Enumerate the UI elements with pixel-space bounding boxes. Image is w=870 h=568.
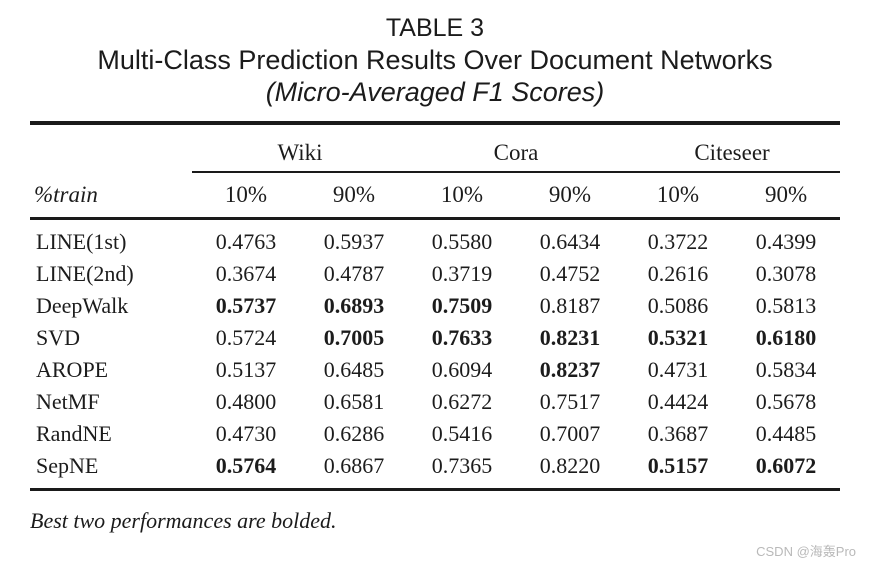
group-label: Citeseer (624, 140, 841, 173)
score-cell: 0.7633 (431, 325, 493, 350)
score-cell: 0.5416 (431, 421, 493, 446)
score-cell: 0.5321 (647, 325, 709, 350)
table-row: LINE(2nd) 0.3674 0.4787 0.3719 0.4752 0.2616 0… (30, 258, 840, 290)
table-caption: TABLE 3 Multi-Class Prediction Results O… (0, 12, 870, 108)
subheader-row: %train 10% 90% 10% 90% 10% 90% (30, 173, 841, 220)
table-title: Multi-Class Prediction Results Over Docu… (97, 45, 773, 75)
table-footnote: Best two performances are bolded. (30, 508, 337, 533)
score-cell: 0.5580 (431, 229, 493, 254)
table-row: LINE(1st) 0.4763 0.5937 0.5580 0.6434 0.3722 0… (30, 219, 840, 259)
table-row: RandNE 0.4730 0.6286 0.5416 0.7007 0.3687 0.44… (30, 418, 840, 450)
score-cell: 0.4399 (755, 229, 817, 254)
score-cell: 0.4800 (215, 389, 277, 414)
group-header-row: Wiki Cora Citeseer (30, 123, 841, 173)
score-cell: 0.6581 (323, 389, 385, 414)
method-name: LINE(2nd) (36, 261, 134, 286)
score-cell: 0.5086 (647, 293, 709, 318)
score-cell: 0.2616 (647, 261, 709, 286)
score-cell: 0.5157 (647, 453, 709, 478)
table-header: Wiki Cora Citeseer %train 10% 90% 10% 90… (30, 123, 841, 220)
train-ratio-label: %train (30, 173, 192, 220)
group-header-citeseer: Citeseer (624, 123, 841, 173)
score-cell: 0.6180 (755, 325, 817, 350)
table-row: SepNE 0.5764 0.6867 0.7365 0.8220 0.5157 0.607… (30, 450, 840, 490)
group-label: Wiki (192, 140, 409, 173)
score-cell: 0.8237 (539, 357, 601, 382)
score-cell: 0.3674 (215, 261, 277, 286)
table-row: NetMF 0.4800 0.6581 0.6272 0.7517 0.4424 0.567… (30, 386, 840, 418)
score-cell: 0.6094 (431, 357, 493, 382)
score-cell: 0.8231 (539, 325, 601, 350)
score-cell: 0.6286 (323, 421, 385, 446)
score-cell: 0.7517 (539, 389, 601, 414)
score-cell: 0.4485 (755, 421, 817, 446)
table-subtitle: (Micro-Averaged F1 Scores) (265, 77, 605, 107)
subheader-cell: 10% (624, 173, 733, 220)
score-cell: 0.6272 (431, 389, 493, 414)
score-cell: 0.3719 (431, 261, 493, 286)
score-cell: 0.6072 (755, 453, 817, 478)
score-cell: 0.7005 (323, 325, 385, 350)
score-cell: 0.3687 (647, 421, 709, 446)
score-cell: 0.7007 (539, 421, 601, 446)
method-name: LINE(1st) (36, 229, 127, 254)
score-cell: 0.4731 (647, 357, 709, 382)
group-header-wiki: Wiki (192, 123, 409, 173)
score-cell: 0.8220 (539, 453, 601, 478)
score-cell: 0.5737 (215, 293, 277, 318)
score-cell: 0.5137 (215, 357, 277, 382)
method-name: AROPE (36, 357, 109, 382)
corner-cell (30, 123, 192, 173)
score-cell: 0.6867 (323, 453, 385, 478)
table-row: SVD 0.5724 0.7005 0.7633 0.8231 0.5321 0.6180 (30, 322, 840, 354)
score-cell: 0.8187 (539, 293, 601, 318)
score-cell: 0.6434 (539, 229, 601, 254)
score-cell: 0.7365 (431, 453, 493, 478)
score-cell: 0.4424 (647, 389, 709, 414)
group-label: Cora (408, 140, 625, 173)
method-name: RandNE (36, 421, 112, 446)
score-cell: 0.5813 (755, 293, 817, 318)
score-cell: 0.6485 (323, 357, 385, 382)
score-cell: 0.5937 (323, 229, 385, 254)
score-cell: 0.5764 (215, 453, 277, 478)
score-cell: 0.4787 (323, 261, 385, 286)
score-cell: 0.5724 (215, 325, 277, 350)
subheader-cell: 90% (516, 173, 625, 220)
subheader-cell: 10% (408, 173, 517, 220)
subheader-cell: 90% (732, 173, 841, 220)
method-name: SepNE (36, 453, 99, 478)
score-cell: 0.4730 (215, 421, 277, 446)
results-table: Wiki Cora Citeseer %train 10% 90% 10% 90… (30, 121, 841, 491)
score-cell: 0.6893 (323, 293, 385, 318)
subheader-cell: 10% (192, 173, 300, 220)
method-name: SVD (36, 325, 81, 350)
score-cell: 0.7509 (431, 293, 493, 318)
table-row: AROPE 0.5137 0.6485 0.6094 0.8237 0.4731 0.583… (30, 354, 840, 386)
group-header-cora: Cora (408, 123, 625, 173)
subheader-cell: 90% (300, 173, 409, 220)
csdn-watermark: CSDN @海轰Pro (756, 544, 856, 559)
table-number: TABLE 3 (385, 14, 485, 42)
score-cell: 0.3078 (755, 261, 817, 286)
score-cell: 0.3722 (647, 229, 709, 254)
table-body: LINE(1st) 0.4763 0.5937 0.5580 0.6434 0.3722 0… (30, 219, 840, 490)
score-cell: 0.5678 (755, 389, 817, 414)
method-name: DeepWalk (36, 293, 129, 318)
score-cell: 0.5834 (755, 357, 817, 382)
score-cell: 0.4752 (539, 261, 601, 286)
score-cell: 0.4763 (215, 229, 277, 254)
method-name: NetMF (36, 389, 100, 414)
table-row: DeepWalk 0.5737 0.6893 0.7509 0.8187 0.5086 0.… (30, 290, 840, 322)
